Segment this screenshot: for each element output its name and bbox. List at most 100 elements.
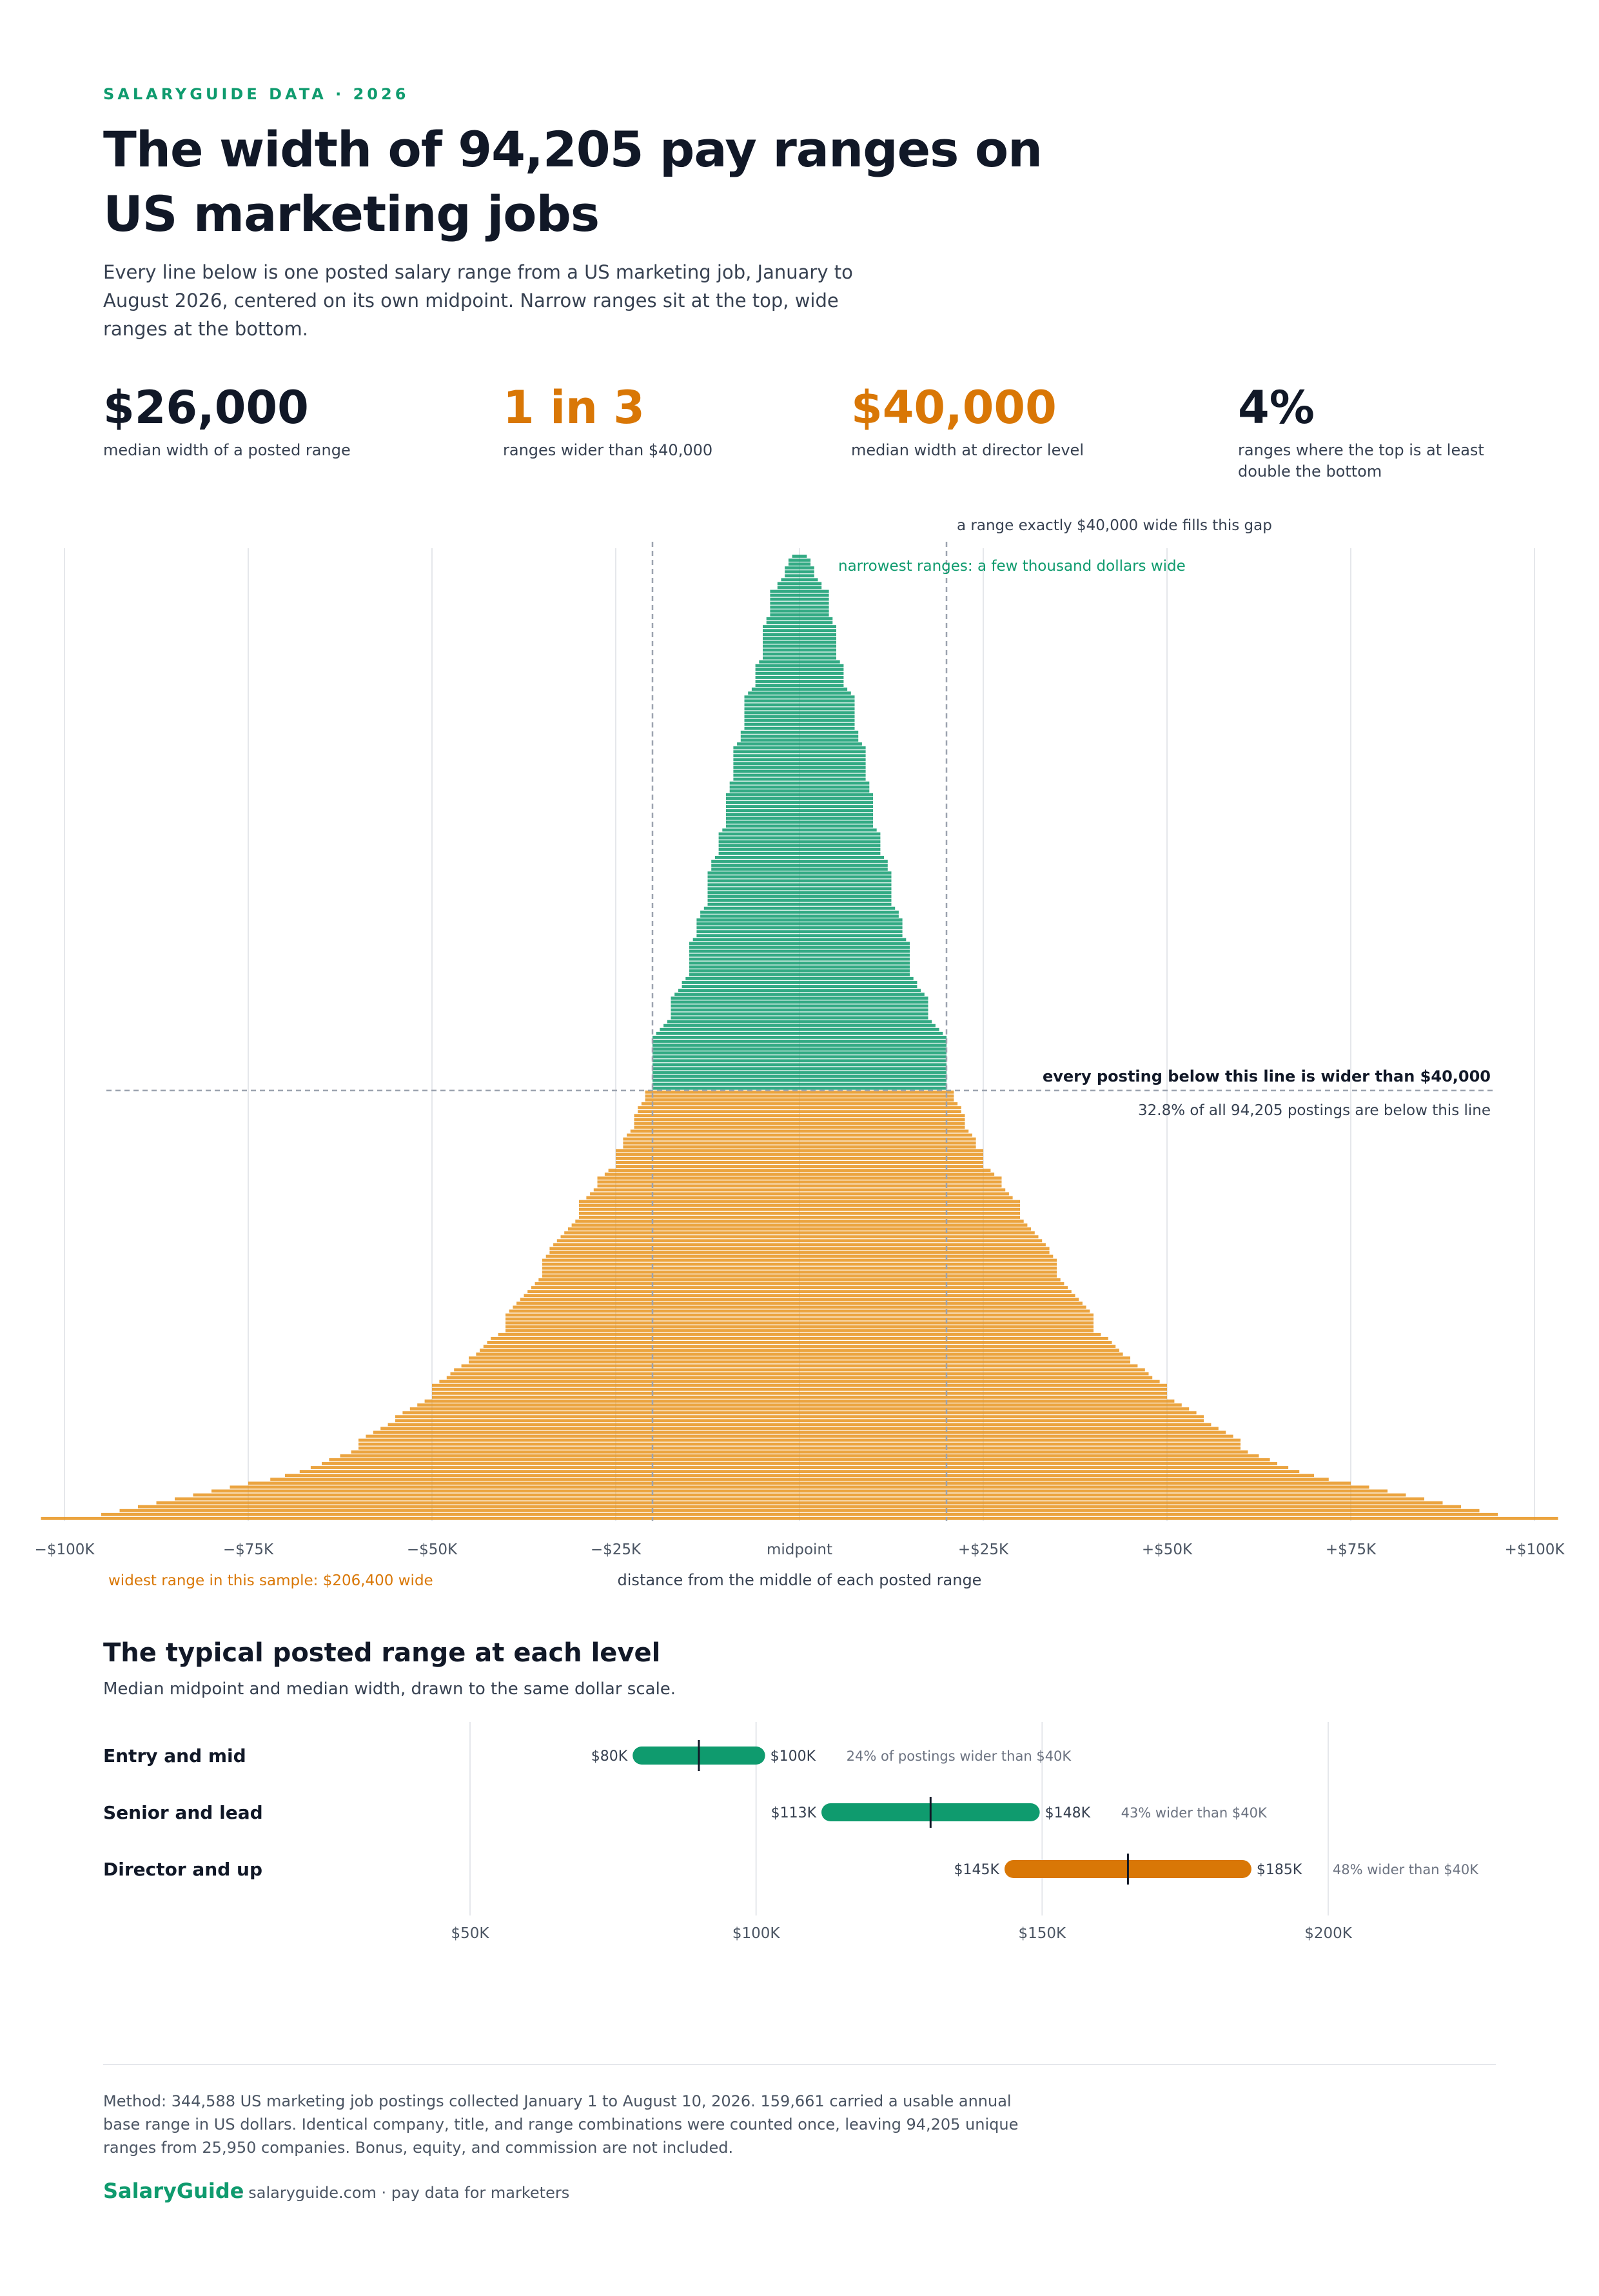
range-bar bbox=[729, 785, 870, 789]
range-bar bbox=[590, 1192, 1009, 1196]
range-bar bbox=[285, 1474, 1314, 1478]
range-bar bbox=[491, 1336, 1108, 1340]
levels-subtitle: Median midpoint and median width, drawn … bbox=[103, 1679, 676, 1699]
range-bar bbox=[726, 824, 873, 828]
range-bar bbox=[373, 1430, 1226, 1434]
range-bar bbox=[707, 902, 892, 906]
range-bar bbox=[660, 1027, 939, 1031]
gap-annotation: a range exactly $40,000 wide fills this … bbox=[957, 517, 1272, 534]
range-bar bbox=[616, 1161, 983, 1164]
range-bar bbox=[549, 1247, 1050, 1251]
range-bar bbox=[763, 625, 836, 629]
range-bar bbox=[597, 1184, 1002, 1188]
range-bar bbox=[671, 996, 928, 1000]
range-bar bbox=[586, 1196, 1013, 1200]
range-bar bbox=[505, 1313, 1094, 1317]
range-bar bbox=[770, 605, 829, 609]
range-width-chart: −$100K −$75K −$50K −$25K midpoint +$25K +$50K +… bbox=[35, 517, 1565, 1589]
narrow-annotation: narrowest ranges: a few thousand dollars… bbox=[838, 558, 1186, 575]
brand-logo[interactable]: SalaryGuide bbox=[103, 2179, 244, 2203]
range-bar bbox=[432, 1395, 1167, 1399]
range-bar bbox=[138, 1505, 1461, 1509]
level-high-label: $100K bbox=[770, 1748, 816, 1765]
range-bar bbox=[744, 699, 855, 703]
range-bar bbox=[696, 926, 903, 930]
range-bar bbox=[652, 1086, 947, 1090]
level-name: Senior and lead bbox=[103, 1802, 263, 1823]
range-bar bbox=[770, 597, 829, 601]
range-bar bbox=[424, 1399, 1175, 1403]
range-bar bbox=[351, 1450, 1248, 1454]
range-bar bbox=[711, 860, 888, 863]
range-bar bbox=[718, 832, 881, 836]
range-bar bbox=[707, 891, 892, 895]
range-bar bbox=[156, 1501, 1443, 1505]
range-bar bbox=[707, 895, 892, 898]
range-bar bbox=[763, 637, 836, 640]
range-bar bbox=[714, 855, 885, 859]
range-bar bbox=[755, 664, 844, 668]
range-bar bbox=[733, 773, 866, 777]
range-bar bbox=[689, 945, 910, 949]
range-bar bbox=[689, 949, 910, 953]
range-bar bbox=[733, 750, 866, 754]
range-bar bbox=[744, 715, 855, 718]
range-bar bbox=[101, 1512, 1498, 1516]
range-bar bbox=[454, 1368, 1145, 1372]
range-bar bbox=[682, 981, 917, 984]
range-bar bbox=[785, 574, 814, 578]
range-bar bbox=[627, 1133, 972, 1137]
range-bar bbox=[707, 883, 892, 887]
page-title: The width of 94,205 pay ranges on US mar… bbox=[103, 121, 1043, 242]
range-bar bbox=[744, 695, 855, 699]
range-bar bbox=[450, 1372, 1149, 1376]
x-tick-label: −$25K bbox=[591, 1541, 642, 1558]
range-bar bbox=[634, 1118, 965, 1122]
widest-annotation: widest range in this sample: $206,400 wi… bbox=[108, 1572, 433, 1589]
range-bar bbox=[792, 555, 807, 558]
level-name: Director and up bbox=[103, 1859, 262, 1880]
range-bar bbox=[729, 781, 870, 785]
stat-share-wide: 1 in 3 ranges wider than $40,000 bbox=[503, 382, 774, 461]
range-bar bbox=[744, 726, 855, 730]
range-bar bbox=[597, 1176, 1002, 1180]
range-bar bbox=[616, 1149, 983, 1153]
range-bar bbox=[755, 671, 844, 675]
range-bar bbox=[785, 570, 814, 574]
range-bar bbox=[652, 1078, 947, 1082]
range-bar bbox=[744, 722, 855, 726]
range-bar bbox=[119, 1509, 1480, 1512]
range-bar bbox=[652, 1040, 947, 1043]
range-bar bbox=[788, 562, 811, 566]
stat-value: $40,000 bbox=[851, 381, 1057, 434]
range-bar bbox=[469, 1356, 1130, 1360]
range-bar bbox=[740, 738, 859, 742]
footer-divider bbox=[103, 2064, 1496, 2065]
range-bar bbox=[230, 1485, 1369, 1489]
range-bar bbox=[740, 730, 859, 734]
range-bar bbox=[770, 609, 829, 613]
range-bar bbox=[652, 1067, 947, 1071]
stat-label: ranges where the top is at least double … bbox=[1238, 441, 1484, 480]
range-bar bbox=[689, 965, 910, 969]
range-bar bbox=[366, 1434, 1233, 1438]
range-bar bbox=[744, 703, 855, 707]
range-bar bbox=[634, 1125, 965, 1129]
range-bar bbox=[480, 1349, 1119, 1352]
range-bar bbox=[744, 707, 855, 711]
range-bar bbox=[469, 1360, 1130, 1364]
range-bar bbox=[608, 1169, 991, 1173]
x-tick-label: +$100K bbox=[1505, 1541, 1565, 1558]
stat-label: median width of a posted range bbox=[103, 441, 351, 459]
range-bar bbox=[638, 1110, 961, 1114]
range-bar bbox=[505, 1317, 1094, 1321]
range-bar bbox=[788, 559, 811, 562]
x-tick-label: +$25K bbox=[958, 1541, 1009, 1558]
range-bar bbox=[446, 1376, 1153, 1380]
range-bar bbox=[726, 797, 873, 800]
range-bar bbox=[718, 840, 881, 844]
level-low-label: $145K bbox=[954, 1862, 1000, 1878]
range-bar bbox=[645, 1090, 954, 1094]
range-bar bbox=[755, 676, 844, 679]
range-bar bbox=[193, 1493, 1406, 1497]
